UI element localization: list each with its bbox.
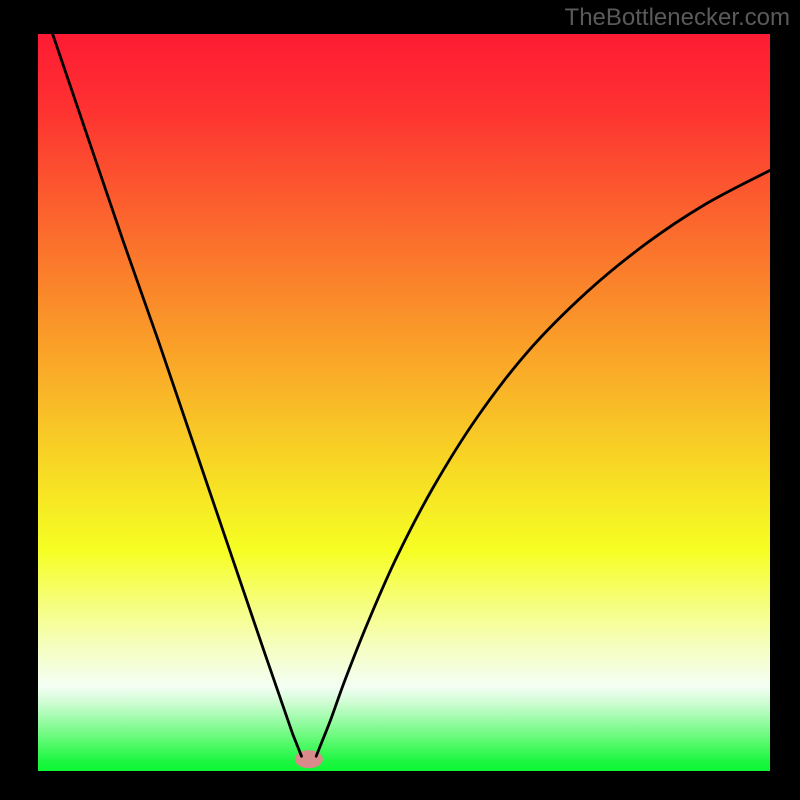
chart-container: TheBottlenecker.com bbox=[0, 0, 800, 800]
plot-gradient-background bbox=[38, 34, 770, 771]
bottleneck-chart bbox=[0, 0, 800, 800]
watermark-text: TheBottlenecker.com bbox=[565, 4, 790, 32]
